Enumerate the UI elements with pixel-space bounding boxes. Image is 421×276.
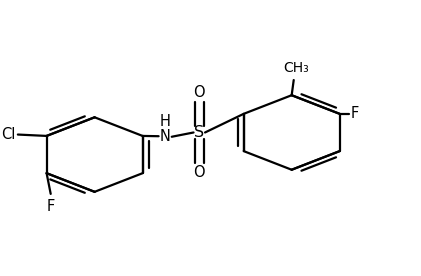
Text: Cl: Cl — [1, 127, 16, 142]
Text: O: O — [194, 165, 205, 180]
Text: N: N — [160, 129, 171, 144]
Text: S: S — [194, 125, 204, 140]
Text: CH₃: CH₃ — [283, 60, 309, 75]
Text: F: F — [351, 106, 359, 121]
Text: H: H — [160, 114, 171, 129]
Text: F: F — [47, 199, 55, 214]
Text: O: O — [194, 85, 205, 100]
